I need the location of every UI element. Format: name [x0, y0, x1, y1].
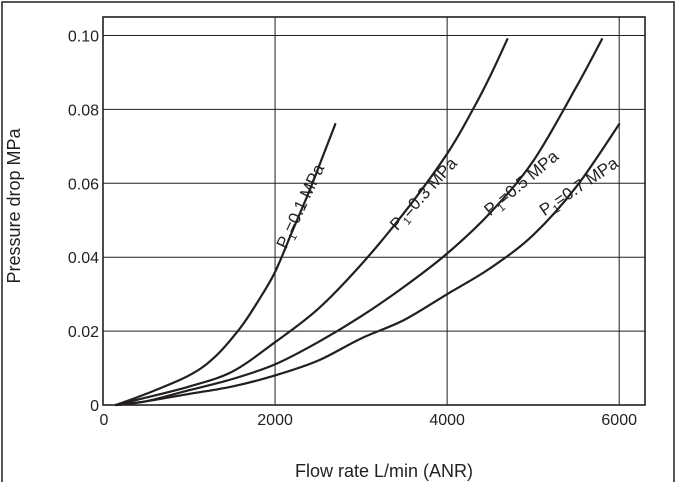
- x-tick-label: 2000: [257, 412, 293, 429]
- x-tick-label: 6000: [601, 412, 637, 429]
- y-tick-label: 0.02: [68, 324, 99, 341]
- series-layer: [114, 38, 621, 407]
- x-tick-label: 0: [100, 412, 109, 429]
- tick-layer: 0 2000 4000 6000 0 0.02 0.04 0.06 0.08 0.10: [68, 28, 637, 429]
- x-axis-title: Flow rate L/min (ANR): [295, 461, 473, 481]
- plot-area: [103, 17, 645, 405]
- plot-frame: [102, 16, 646, 406]
- y-tick-label: 0.04: [68, 250, 99, 267]
- y-axis-title: Pressure drop MPa: [4, 127, 24, 283]
- series-line-1: [114, 123, 337, 407]
- x-tick-label: 4000: [429, 412, 465, 429]
- y-tick-label: 0.06: [68, 176, 99, 193]
- y-tick-label: 0.10: [68, 28, 99, 45]
- series-line-3: [114, 38, 604, 407]
- y-tick-label: 0: [90, 398, 99, 415]
- series-line-4: [114, 123, 621, 407]
- grid-layer: [103, 17, 645, 405]
- series-line-2: [114, 38, 509, 407]
- y-tick-label: 0.08: [68, 102, 99, 119]
